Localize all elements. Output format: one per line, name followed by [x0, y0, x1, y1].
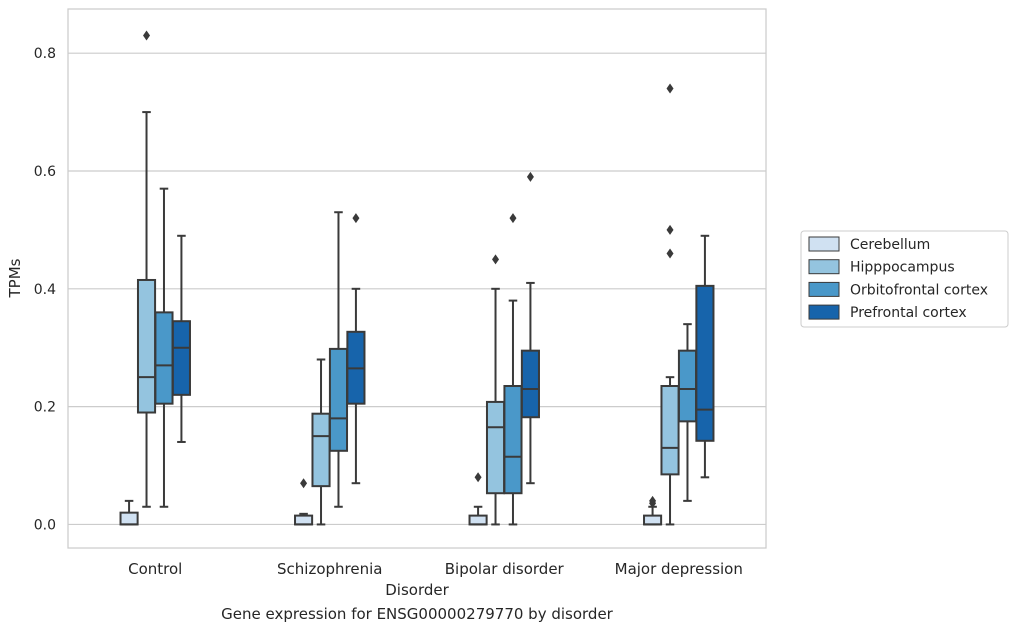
outlier-marker [143, 30, 151, 41]
y-tick-label: 0.2 [34, 400, 56, 416]
box-group [485, 254, 506, 526]
outlier-marker [666, 224, 674, 235]
legend-label: Orbitofrontal cortex [850, 282, 988, 298]
box-group [346, 213, 366, 485]
box-group [171, 234, 191, 443]
box-plot-series [119, 30, 715, 526]
box [660, 385, 680, 476]
box-group [294, 478, 314, 526]
box [119, 511, 139, 526]
box [677, 349, 698, 423]
legend-swatch [808, 281, 840, 297]
box-group [643, 495, 663, 526]
box [311, 412, 331, 488]
box-group [136, 30, 157, 508]
box [485, 400, 506, 495]
box [294, 514, 314, 526]
legend-label: Hipppocampus [850, 260, 955, 276]
legend-frame [800, 230, 1009, 328]
outlier-marker [300, 478, 308, 489]
box-group [328, 211, 349, 508]
x-tick-label: Control [128, 560, 182, 578]
legend-label: Cerebellum [850, 237, 930, 253]
y-tick-label: 0.4 [34, 282, 56, 298]
box [154, 311, 174, 405]
figure-caption: Gene expression for ENSG00000279770 by d… [221, 605, 613, 623]
box [503, 385, 523, 495]
plot-frame [67, 8, 767, 549]
box-group [520, 171, 540, 485]
box-group [695, 234, 715, 479]
box [468, 514, 488, 526]
box [136, 278, 157, 414]
x-tick-label: Schizophrenia [277, 560, 382, 578]
x-tick-labels: Control Schizophrenia Bipolar disorder Majo… [128, 560, 743, 578]
legend-swatch [808, 236, 840, 252]
box [171, 320, 191, 396]
y-tick-labels: 0.0 0.2 0.4 0.6 0.8 [34, 46, 56, 533]
y-tick-label: 0.8 [34, 46, 56, 62]
legend-swatch [808, 259, 840, 275]
box [695, 284, 715, 442]
x-tick-label: Bipolar disorder [445, 560, 565, 578]
outlier-marker [526, 171, 534, 182]
outlier-marker [509, 213, 517, 224]
box-group [154, 187, 174, 508]
box-group [311, 358, 331, 526]
outlier-marker [666, 83, 674, 94]
y-axis-label: TPMs [6, 258, 24, 298]
box-group [468, 472, 488, 526]
box [328, 347, 349, 452]
legend-swatch [808, 304, 840, 320]
box [643, 514, 663, 526]
x-tick-label: Major depression [615, 560, 743, 578]
outlier-marker [492, 254, 500, 265]
outlier-marker [666, 248, 674, 259]
box-group [660, 83, 680, 526]
legend: Cerebellum Hipppocampus Orbitofrontal cort… [800, 230, 1009, 328]
y-tick-label: 0.0 [34, 517, 56, 533]
box-group [677, 323, 698, 502]
x-axis-label: Disorder [385, 581, 449, 599]
outlier-marker [649, 495, 657, 506]
y-tick-label: 0.6 [34, 164, 56, 180]
box-group [119, 499, 139, 526]
box [520, 349, 540, 419]
legend-label: Prefrontal cortex [850, 305, 967, 321]
box-group [503, 213, 523, 526]
outlier-marker [474, 472, 482, 483]
outlier-marker [352, 213, 360, 224]
